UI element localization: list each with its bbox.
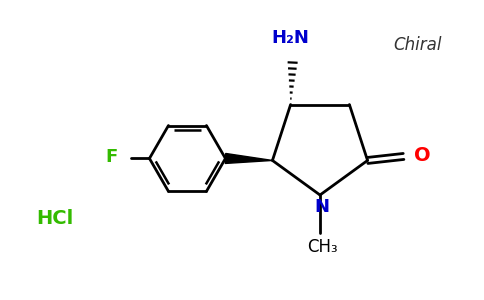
Polygon shape: [225, 154, 272, 164]
Text: F: F: [105, 148, 118, 166]
Text: N: N: [315, 198, 330, 216]
Text: H₂N: H₂N: [272, 28, 310, 46]
Text: CH₃: CH₃: [307, 238, 337, 256]
Text: HCl: HCl: [36, 208, 74, 227]
Text: O: O: [413, 146, 430, 165]
Text: Chiral: Chiral: [394, 36, 442, 54]
